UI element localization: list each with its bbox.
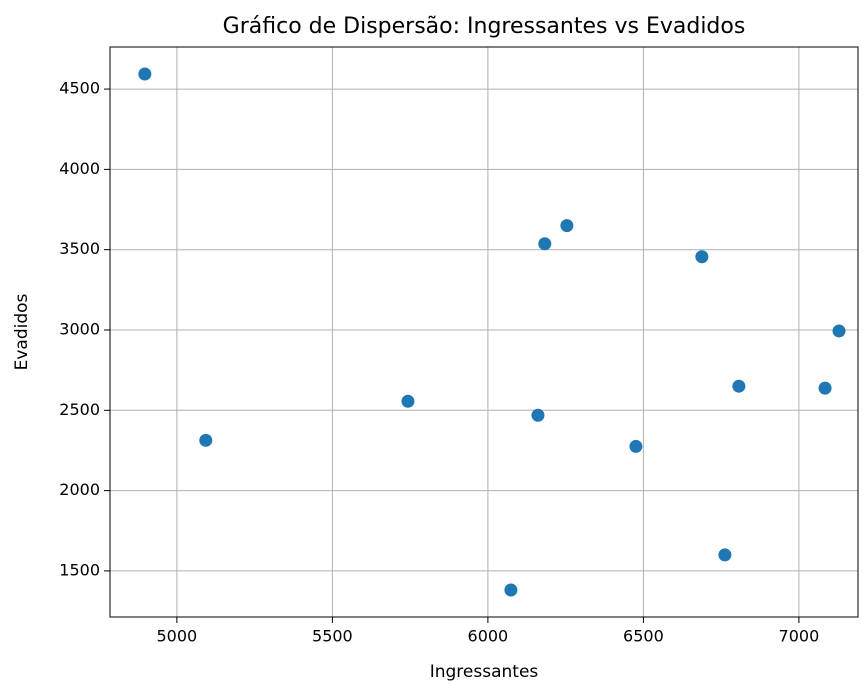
y-tick-label: 3500 xyxy=(59,239,100,258)
point xyxy=(629,439,643,453)
x-tick-label: 6500 xyxy=(623,627,664,646)
point xyxy=(199,433,213,447)
point xyxy=(538,237,552,251)
y-tick-label: 2500 xyxy=(59,400,100,419)
x-axis-label: Ingressantes xyxy=(430,662,539,682)
x-tick-label: 7000 xyxy=(779,627,820,646)
point xyxy=(504,583,518,597)
y-axis-label: Evadidos xyxy=(12,293,32,370)
point xyxy=(732,379,746,393)
y-tick-label: 2000 xyxy=(59,480,100,499)
point xyxy=(560,219,574,233)
x-tick-label: 5000 xyxy=(157,627,198,646)
y-tick-label: 4500 xyxy=(59,79,100,98)
chart-title: Gráfico de Dispersão: Ingressantes vs Ev… xyxy=(223,14,746,39)
point xyxy=(531,408,545,422)
y-tick-label: 1500 xyxy=(59,560,100,579)
point xyxy=(401,394,415,408)
point xyxy=(138,67,152,81)
y-tick-label: 3000 xyxy=(59,319,100,338)
x-tick-label: 5500 xyxy=(312,627,353,646)
point xyxy=(818,381,832,395)
x-tick-label: 6000 xyxy=(468,627,509,646)
y-tick-label: 4000 xyxy=(59,159,100,178)
point xyxy=(832,324,846,338)
point xyxy=(718,548,732,562)
plot-frame xyxy=(109,46,859,618)
point xyxy=(695,250,709,264)
